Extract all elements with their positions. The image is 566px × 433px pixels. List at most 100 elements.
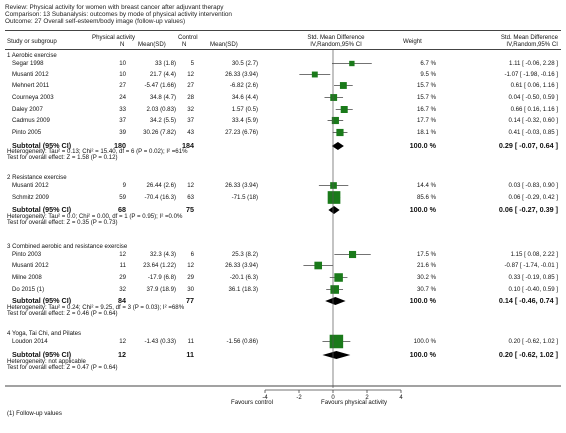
col-control-meansd: Mean(SD) [210,41,238,48]
control-mean-sd: 30.5 (2.7) [231,60,258,67]
study-weight: 18.1 % [417,129,436,136]
control-mean-sd: 26.33 (3.94) [225,71,258,78]
control-n: 37 [187,117,194,124]
study-marker [329,334,344,349]
control-mean-sd: 26.33 (3.94) [225,262,258,269]
pa-mean-sd: -5.47 (1.66) [144,82,176,89]
study-name: Daley 2007 [12,106,43,113]
study-name: Schmitz 2009 [12,194,49,201]
header-bottom-rule [5,49,561,50]
control-mean-sd: -71.5 (18) [231,194,258,201]
col-control-n: N [182,41,187,48]
pa-n: 33 [119,106,126,113]
pa-n: 12 [119,338,126,345]
pa-n: 37 [119,117,126,124]
study-marker [330,94,338,101]
subtotal-ci: 0.20 [ -0.62, 1.02 ] [498,350,558,359]
pa-mean-sd: 30.26 (7.82) [143,129,176,136]
subtotal-label: Subtotal (95% CI) [12,350,72,359]
control-mean-sd: 27.23 (6.76) [225,129,258,136]
pa-n: 59 [119,194,126,201]
subgroup-title: 3 Combined aerobic and resistance exerci… [7,243,128,250]
control-n: 12 [187,71,194,78]
study-ci: 0.41 [ -0.03, 0.85 ] [508,129,558,136]
control-n: 63 [187,194,194,201]
study-marker [330,182,337,189]
study-ci: -1.07 [ -1.98, -0.16 ] [504,71,558,78]
subtotal-weight: 100.0 % [409,350,436,359]
x-tick-label: -2 [296,395,302,401]
overall-effect-text: Test for overall effect: Z = 0.46 (P = 0… [7,310,118,317]
col-smd-right-method: IV,Random,95% CI [506,41,558,48]
subtotal-pa-n: 84 [118,296,126,305]
heterogeneity-text: Heterogeneity: not applicable [7,358,86,365]
x-tick-label: 0 [331,395,335,401]
control-n: 12 [187,262,194,269]
study-weight: 100.0 % [413,338,436,345]
subtotal-label: Subtotal (95% CI) [12,296,72,305]
subgroup-title: 4 Yoga, Tai Chi, and Pilates [7,330,82,337]
study-marker [339,82,347,89]
subtotal-control-n: 77 [186,296,194,305]
x-tick-label: -4 [262,395,268,401]
study-ci: 1.11 [ -0.06, 2.28 ] [508,60,558,67]
study-marker [330,285,339,294]
study-marker [349,60,355,67]
study-weight: 85.6 % [417,194,436,201]
subtotal-control-n: 11 [186,350,194,359]
pa-n: 29 [119,274,126,281]
study-ci: 0.10 [ -0.40, 0.59 ] [508,286,558,293]
heterogeneity-text: Heterogeneity: Tau² = 0.24; Chi² = 9.25,… [7,304,185,311]
pa-n: 11 [119,262,126,269]
pa-mean-sd: 2.03 (0.83) [146,106,176,113]
subtotal-ci: 0.29 [ -0.07, 0.64 ] [498,141,558,150]
col-smd-right-title: Std. Mean Difference [500,34,558,41]
study-marker [311,71,318,78]
col-smd-title: Std. Mean Difference [307,34,365,41]
overall-effect-text: Test for overall effect: Z = 1.58 (P = 0… [7,154,118,161]
study-name: Cadmus 2009 [12,117,50,124]
header-top-rule [5,30,561,31]
col-control: Control [178,34,198,41]
study-weight: 6.7 % [420,60,436,67]
control-n: 28 [187,94,194,101]
control-n: 27 [187,82,194,89]
study-ci: 0.61 [ 0.06, 1.16 ] [510,82,558,89]
control-mean-sd: 25.3 (8.2) [231,251,258,258]
pa-mean-sd: -1.43 (0.33) [144,338,176,345]
subgroup-title: 1 Aerobic exercise [7,52,57,59]
review-title: Review: Physical activity for women with… [5,4,224,11]
pa-mean-sd: 26.44 (2.6) [146,182,176,189]
subtotal-diamond [325,297,346,305]
pa-mean-sd: -70.4 (16.3) [144,194,176,201]
favours-pa-label: Favours physical activity [321,399,388,406]
control-mean-sd: 34.6 (4.4) [231,94,258,101]
control-n: 12 [187,182,194,189]
control-mean-sd: -20.1 (6.3) [229,274,258,281]
study-name: Pinto 2005 [12,129,42,136]
study-weight: 17.7 % [417,117,436,124]
pa-n: 32 [119,286,126,293]
pa-mean-sd: 32.3 (4.3) [149,251,176,258]
control-n: 11 [187,338,194,345]
study-marker [331,116,339,125]
pa-n: 9 [122,182,126,189]
subtotal-ci: 0.06 [ -0.27, 0.39 ] [498,205,558,214]
pa-mean-sd: 34.8 (4.7) [149,94,176,101]
comparison-title: Comparison: 13 Subanalysis: outcomes by … [5,11,232,18]
control-mean-sd: -1.56 (0.86) [226,338,258,345]
x-tick-label: 2 [365,395,369,401]
col-pa: Physical activity [92,34,136,41]
study-name: Courneya 2003 [12,94,54,101]
study-name: Musanti 2012 [12,262,49,269]
study-ci: 0.66 [ 0.16, 1.16 ] [510,106,558,113]
favours-control-label: Favours control [231,399,273,406]
subtotal-weight: 100.0 % [409,296,436,305]
study-ci: 0.14 [ -0.32, 0.60 ] [508,117,558,124]
study-name: Segar 1998 [12,60,44,67]
study-weight: 16.7 % [417,106,436,113]
col-pa-n: N [120,41,125,48]
subtotal-control-n: 184 [182,141,194,150]
subtotal-weight: 100.0 % [409,141,436,150]
study-marker [348,250,357,259]
